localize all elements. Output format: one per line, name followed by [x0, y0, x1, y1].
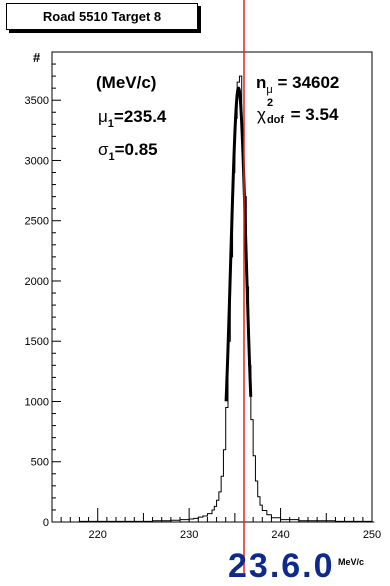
- units-annotation: (MeV/c): [96, 73, 157, 92]
- n-symbol: n: [256, 73, 267, 92]
- y-axis-label: #: [33, 50, 41, 65]
- n-subscript: μ: [266, 84, 273, 96]
- y-tick-label-0: 0: [43, 517, 49, 529]
- mu-value: =235.4: [113, 107, 167, 126]
- mu-symbol: μ: [98, 107, 108, 126]
- mu-subscript: 1: [107, 118, 114, 130]
- x-axis-label: MeV/c: [338, 557, 364, 567]
- chi2-annotation: χ 2 dof = 3.54: [257, 97, 339, 126]
- sigma-value: =0.85: [114, 140, 158, 159]
- mu-annotation: μ1=235.4: [98, 107, 166, 130]
- y-tick-label-2: 1000: [25, 396, 49, 408]
- chi-symbol: χ: [257, 105, 266, 124]
- n-annotation: nμ = 34602: [256, 73, 339, 96]
- plot-frame: [51, 51, 373, 523]
- y-tick-label-7: 3500: [25, 95, 49, 107]
- sigma-subscript: 1: [108, 151, 115, 163]
- x-tick-label-0: 220: [89, 529, 107, 541]
- histogram-title-box: Road 5510 Target 8: [6, 3, 198, 30]
- chi-value: = 3.54: [285, 105, 339, 124]
- y-axis-ticks: 0 500 1000 1500 2000 2500 3000 3500: [25, 63, 61, 529]
- y-tick-label-6: 3000: [25, 155, 49, 167]
- sigma-annotation: σ1=0.85: [98, 140, 158, 163]
- n-value: = 34602: [272, 73, 340, 92]
- gaussian-fit-curve: [224, 86, 253, 402]
- x-tick-label-2: 240: [271, 529, 289, 541]
- x-axis-ticks: 220 230 240 250: [60, 508, 381, 541]
- chi-superscript: 2: [266, 97, 274, 109]
- y-tick-label-1: 500: [31, 457, 49, 469]
- bottom-overflow-text: 23.6.0: [228, 547, 335, 585]
- y-tick-label-5: 2500: [25, 216, 49, 228]
- histogram-chart: 0 500 1000 1500 2000 2500 3000 3500 220 230 240 25…: [25, 0, 381, 573]
- sigma-symbol: σ: [98, 140, 109, 159]
- x-tick-label-1: 230: [180, 529, 198, 541]
- y-tick-label-4: 2000: [25, 276, 49, 288]
- chi-subscript: dof: [266, 114, 285, 126]
- x-tick-label-3: 250: [363, 529, 381, 541]
- y-tick-label-3: 1500: [25, 336, 49, 348]
